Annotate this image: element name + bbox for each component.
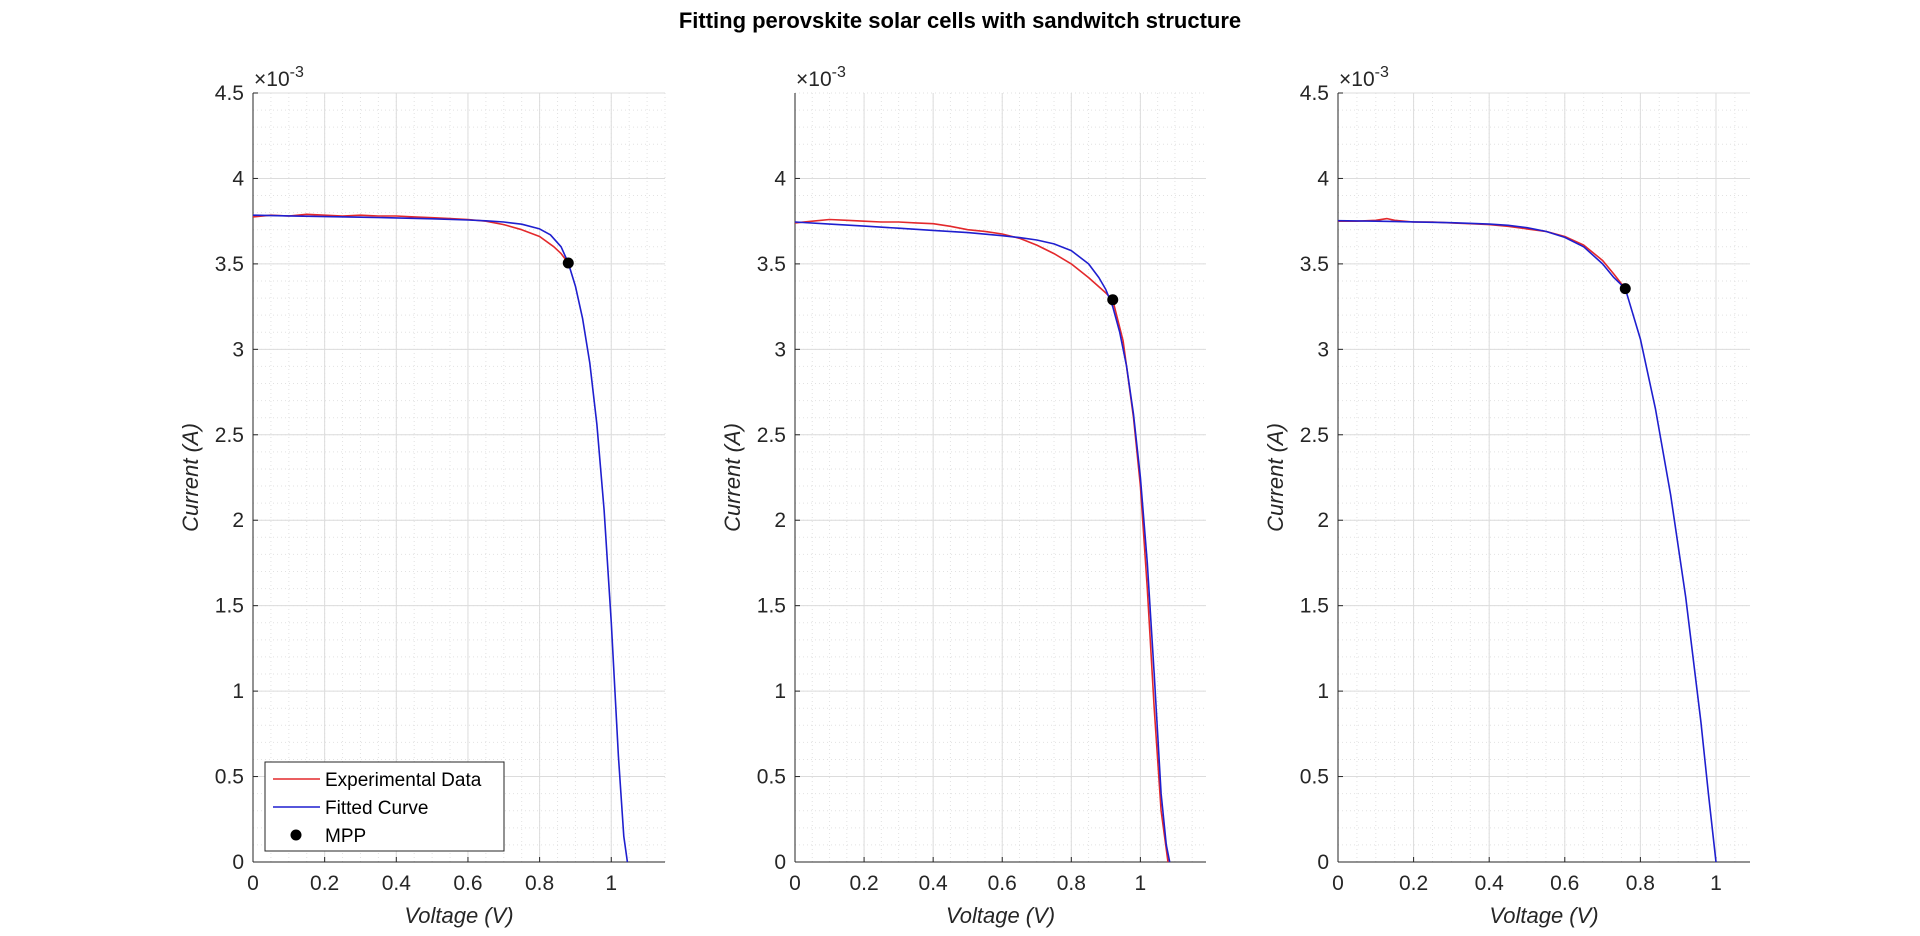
- y-exponent-label: ×10-3: [796, 64, 846, 91]
- y-tick-label: 4.5: [1300, 82, 1329, 105]
- y-tick-label: 4.5: [215, 82, 244, 105]
- y-tick-label: 1: [232, 680, 244, 703]
- y-tick-label: 0: [774, 851, 786, 874]
- x-tick-label: 0.8: [525, 872, 554, 895]
- x-axis-label: Voltage (V): [404, 903, 513, 928]
- x-tick-label: 0.4: [382, 872, 412, 895]
- y-tick-label: 2: [232, 509, 244, 532]
- mpp-marker: [1107, 294, 1119, 306]
- x-tick-label: 1: [605, 872, 617, 895]
- plot-area: [795, 93, 1206, 862]
- fitted-curve-line: [1337, 219, 1717, 863]
- y-exponent-label: ×10-3: [1339, 64, 1389, 91]
- experimental-data-line: [252, 213, 569, 264]
- x-tick-label: 0.6: [988, 872, 1017, 895]
- y-tick-label: 0.5: [1300, 766, 1329, 789]
- x-tick-label: 0: [789, 872, 801, 895]
- x-tick-label: 0.2: [849, 872, 878, 895]
- plot-area: [1338, 93, 1750, 862]
- y-tick-label: 2.5: [757, 424, 786, 447]
- y-axis-label: Current (A): [178, 423, 203, 532]
- x-tick-label: 0.8: [1057, 872, 1086, 895]
- y-tick-label: 3: [232, 338, 244, 361]
- y-exponent-power: -3: [832, 64, 846, 81]
- y-tick-label: 4: [774, 167, 786, 190]
- charts-container: 0 0.2 0.4 0.6 0.8 1 0 0.5 1 1.5 2 2.5 3 3.5 4 4.5 ×10-3 V…: [178, 64, 1750, 928]
- x-tick-label: 1: [1710, 872, 1722, 895]
- y-exponent-power: -3: [290, 64, 304, 81]
- x-tick-label: 0.2: [310, 872, 339, 895]
- y-tick-label: 0.5: [215, 766, 244, 789]
- x-tick-label: 1: [1135, 872, 1147, 895]
- mpp-marker: [562, 257, 574, 269]
- x-tick-label: 0.6: [1550, 872, 1579, 895]
- mpp-marker: [1619, 283, 1631, 295]
- y-axis-label: Current (A): [1263, 423, 1288, 532]
- legend-entry-label: Experimental Data: [325, 770, 482, 791]
- y-tick-label: 0: [1317, 851, 1329, 874]
- y-tick-label: 1: [1317, 680, 1329, 703]
- x-tick-label: 0.8: [1626, 872, 1655, 895]
- fitted-curve-line: [794, 221, 1171, 863]
- y-tick-label: 2.5: [215, 424, 244, 447]
- x-tick-label: 0: [1332, 872, 1344, 895]
- legend-entry-label: Fitted Curve: [325, 798, 428, 819]
- figure-title: Fitting perovskite solar cells with sand…: [679, 8, 1241, 33]
- x-tick-label: 0.4: [919, 872, 949, 895]
- subplot-2: 0 0.2 0.4 0.6 0.8 1 0 0.5 1 1.5 2 2.5 3 3.5 4 ×10-3 Volt…: [720, 64, 1206, 928]
- subplot-3: 0 0.2 0.4 0.6 0.8 1 0 0.5 1 1.5 2 2.5 3 3.5 4 4.5 ×10-3 V…: [1263, 64, 1750, 928]
- y-tick-label: 1.5: [215, 595, 244, 618]
- y-tick-label: 3.5: [215, 253, 244, 276]
- y-tick-label: 0.5: [757, 766, 786, 789]
- y-tick-label: 1.5: [757, 595, 786, 618]
- x-axis-label: Voltage (V): [946, 903, 1055, 928]
- x-tick-label: 0.4: [1475, 872, 1505, 895]
- y-tick-label: 1: [774, 680, 786, 703]
- y-tick-label: 4: [232, 167, 244, 190]
- y-axis-label: Current (A): [720, 423, 745, 532]
- y-tick-label: 3.5: [1300, 253, 1329, 276]
- y-tick-label: 0: [232, 851, 244, 874]
- y-exponent-power: -3: [1375, 64, 1389, 81]
- x-tick-label: 0.2: [1399, 872, 1428, 895]
- x-tick-label: 0.6: [453, 872, 482, 895]
- y-exponent-label: ×10-3: [254, 64, 304, 91]
- legend: Experimental Data Fitted Curve MPP: [264, 761, 505, 852]
- legend-swatch-marker: [290, 829, 302, 841]
- x-tick-label: 0: [247, 872, 259, 895]
- y-tick-label: 2: [774, 509, 786, 532]
- legend-entry-label: MPP: [325, 826, 366, 847]
- y-tick-label: 3: [774, 338, 786, 361]
- y-tick-label: 3: [1317, 338, 1329, 361]
- y-tick-label: 4: [1317, 167, 1329, 190]
- y-tick-label: 2: [1317, 509, 1329, 532]
- subplot-1: 0 0.2 0.4 0.6 0.8 1 0 0.5 1 1.5 2 2.5 3 3.5 4 4.5 ×10-3 V…: [178, 64, 666, 928]
- y-tick-label: 2.5: [1300, 424, 1329, 447]
- y-tick-label: 1.5: [1300, 595, 1329, 618]
- fitted-curve-line: [252, 214, 629, 863]
- y-tick-label: 3.5: [757, 253, 786, 276]
- plot-area: [253, 93, 665, 862]
- x-axis-label: Voltage (V): [1489, 903, 1598, 928]
